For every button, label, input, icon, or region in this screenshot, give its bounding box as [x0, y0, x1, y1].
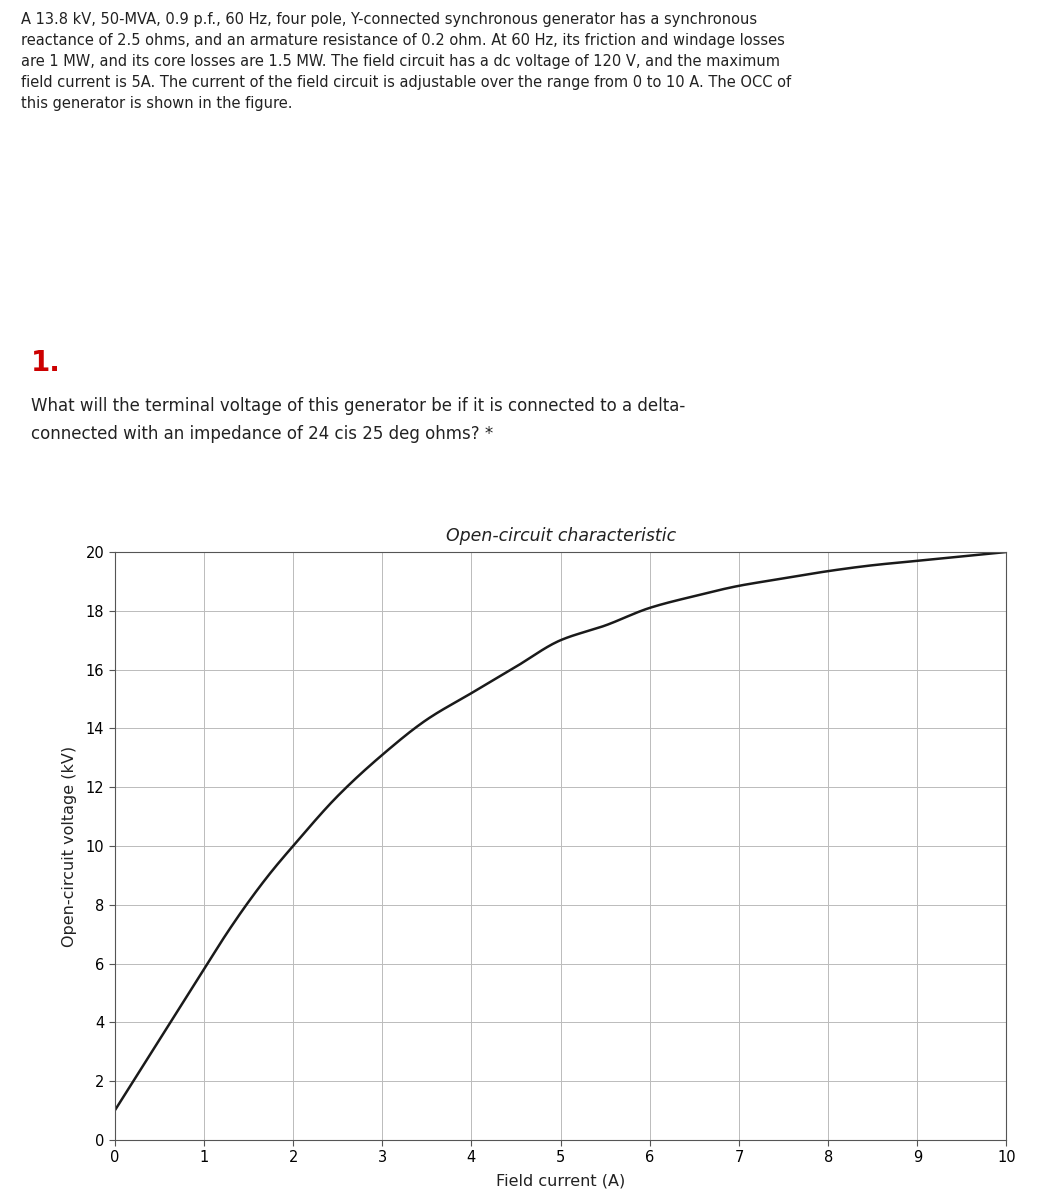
Y-axis label: Open-circuit voltage (kV): Open-circuit voltage (kV)	[63, 745, 77, 947]
Text: A 13.8 kV, 50-MVA, 0.9 p.f., 60 Hz, four pole, Y-connected synchronous generator: A 13.8 kV, 50-MVA, 0.9 p.f., 60 Hz, four…	[21, 12, 791, 110]
Text: What will the terminal voltage of this generator be if it is connected to a delt: What will the terminal voltage of this g…	[31, 397, 685, 443]
Text: 1.: 1.	[31, 349, 60, 377]
Title: Open-circuit characteristic: Open-circuit characteristic	[445, 527, 676, 545]
X-axis label: Field current (A): Field current (A)	[496, 1174, 625, 1189]
